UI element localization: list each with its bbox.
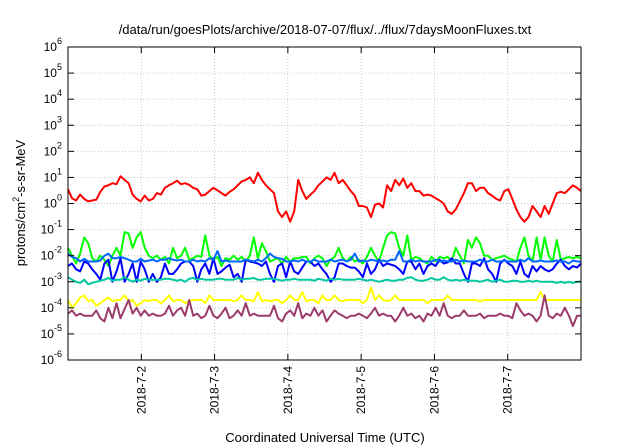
y-tick-label: 10-3 xyxy=(41,271,62,289)
y-tick-label: 10-6 xyxy=(41,349,62,367)
x-tick-label: 2018-7-6 xyxy=(427,366,441,414)
y-tick-label: 104 xyxy=(44,88,62,106)
y-tick-label: 100 xyxy=(44,193,62,211)
series-line-1 xyxy=(67,171,582,223)
x-tick-label: 2018-7-2 xyxy=(134,366,148,414)
series-group xyxy=(67,171,582,328)
y-tick-label: 10-1 xyxy=(41,219,62,237)
x-tick-label: 2018-7-3 xyxy=(208,366,222,414)
y-axis: 106 105 104 103 102 101 100 10-1 10-2 10-3 10-4 10-… xyxy=(41,36,581,367)
series-line-4 xyxy=(67,250,581,265)
x-axis-label: Coordinated Universal Time (UTC) xyxy=(225,430,424,445)
x-tick-label: 2018-7-7 xyxy=(501,366,515,414)
series-line-7 xyxy=(67,294,581,328)
y-tick-label: 10-2 xyxy=(41,245,62,263)
y-tick-label: 105 xyxy=(44,62,62,80)
y-tick-label: 103 xyxy=(44,114,62,132)
y-tick-label: 10-4 xyxy=(41,297,62,315)
y-tick-label: 101 xyxy=(44,166,62,184)
y-tick-label: 106 xyxy=(44,36,62,54)
y-tick-label: 102 xyxy=(44,140,62,158)
series-line-6 xyxy=(67,286,581,309)
x-axis: 2018-7-2 2018-7-3 2018-7-4 2018-7-5 2018-7-6… xyxy=(134,47,515,414)
grid xyxy=(68,47,581,360)
y-axis-label: protons/cm2-s-sr-MeV xyxy=(11,139,28,266)
x-tick-label: 2018-7-5 xyxy=(354,366,368,414)
series-line-5 xyxy=(67,276,581,286)
x-tick-label: 2018-7-4 xyxy=(281,366,295,414)
y-tick-label: 10-5 xyxy=(41,323,62,341)
chart-title: /data/run/goesPlots/archive/2018-07-07/f… xyxy=(119,22,532,37)
